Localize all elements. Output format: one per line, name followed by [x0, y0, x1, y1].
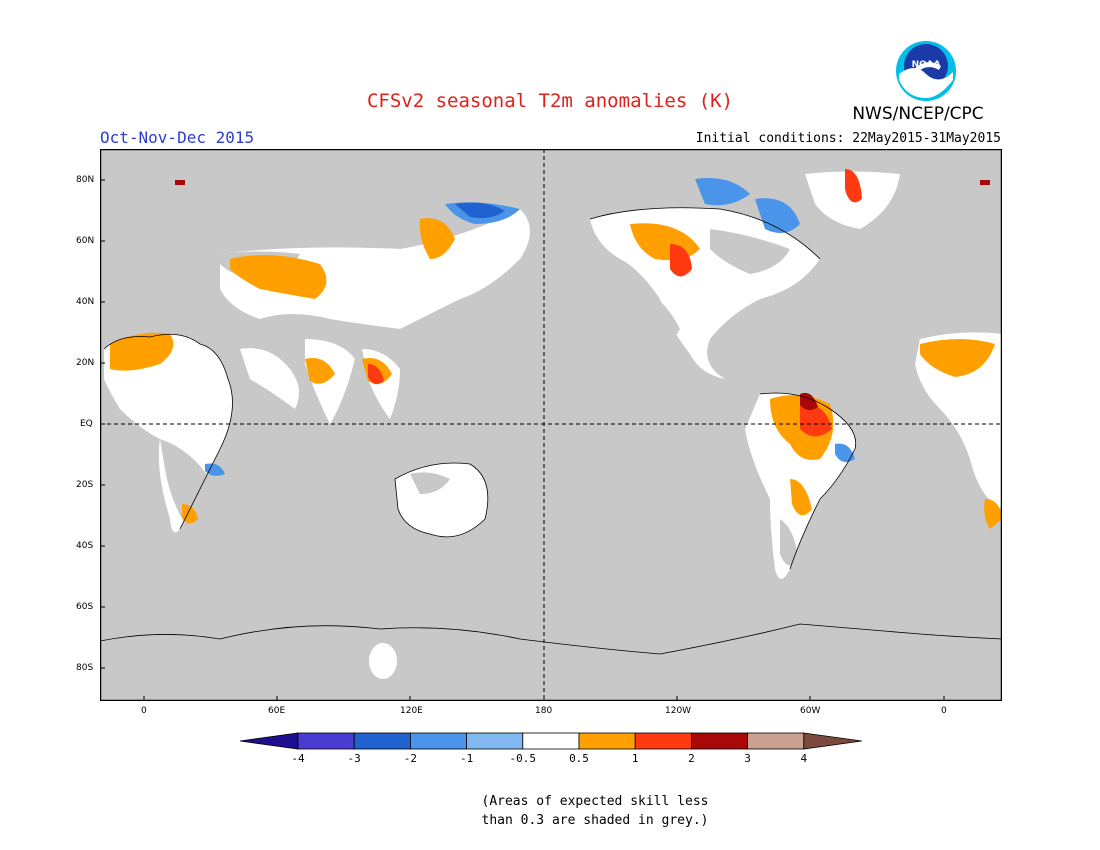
- logo-text: NOAA: [912, 60, 941, 70]
- lon-label: 0: [141, 706, 147, 716]
- lon-label: 60W: [800, 706, 821, 716]
- skill-note-line-2: than 0.3 are shaded in grey.): [481, 813, 709, 828]
- world-anomaly-map: [100, 149, 1002, 701]
- skill-note-line-1: (Areas of expected skill less: [481, 794, 709, 809]
- lon-label: 120E: [400, 706, 423, 716]
- legend-swatch: [353, 732, 411, 750]
- legend-swatch: [409, 732, 467, 750]
- lat-label: 40S: [76, 541, 94, 551]
- legend-tick-label: -0.5: [509, 752, 537, 765]
- lat-label: 60S: [76, 602, 94, 612]
- initial-conditions-label: Initial conditions: 22May2015-31May2015: [695, 131, 1001, 146]
- lat-label: 20S: [76, 480, 94, 490]
- legend-tick-label: 3: [744, 752, 751, 765]
- lon-label: 180: [535, 706, 553, 716]
- legend-swatch: [747, 732, 805, 750]
- legend-tick-label: 4: [800, 752, 808, 765]
- legend-tick-label: -2: [403, 752, 418, 765]
- legend-swatch: [690, 732, 748, 750]
- legend-tick-label: -1: [459, 752, 474, 765]
- strong-cold-anomaly-areas: [455, 202, 505, 219]
- legend-swatch: [634, 732, 692, 750]
- lat-label: 80N: [76, 175, 95, 185]
- lon-label: 0: [941, 706, 947, 716]
- chart-title: CFSv2 seasonal T2m anomalies (K): [366, 90, 734, 112]
- legend-swatch: [466, 732, 524, 750]
- legend-tick-label: 0.5: [569, 752, 589, 765]
- lat-label: 40N: [76, 297, 95, 307]
- legend-tick-label: -4: [291, 752, 305, 765]
- legend-tick-label: 1: [631, 752, 639, 765]
- legend-tick-label: -3: [347, 752, 361, 765]
- coastlines: [100, 207, 1002, 655]
- noaa-logo-icon: NOAA: [896, 41, 956, 101]
- legend-arrow-low: [240, 732, 299, 750]
- lon-label: 60E: [268, 706, 286, 716]
- lat-label: EQ: [80, 419, 93, 429]
- lat-label: 20N: [76, 358, 95, 368]
- strong-warm-anomaly-areas: [368, 169, 862, 437]
- agency-label: NWS/NCEP/CPC: [852, 104, 984, 124]
- lon-label: 120W: [665, 706, 692, 716]
- map-frame: [100, 149, 1002, 701]
- skill-note: (Areas of expected skill less than 0.3 a…: [0, 792, 1100, 830]
- season-label: Oct-Nov-Dec 2015: [100, 128, 255, 147]
- map-background: [100, 149, 1002, 701]
- legend-swatch: [578, 732, 636, 750]
- lat-label: 80S: [76, 663, 94, 673]
- legend-arrow-high: [803, 732, 862, 750]
- legend-swatch: [297, 732, 355, 750]
- legend-tick-label: 2: [688, 752, 695, 765]
- color-legend-bar: [240, 732, 862, 750]
- lat-label: 60N: [76, 236, 95, 246]
- legend-swatch: [522, 732, 580, 750]
